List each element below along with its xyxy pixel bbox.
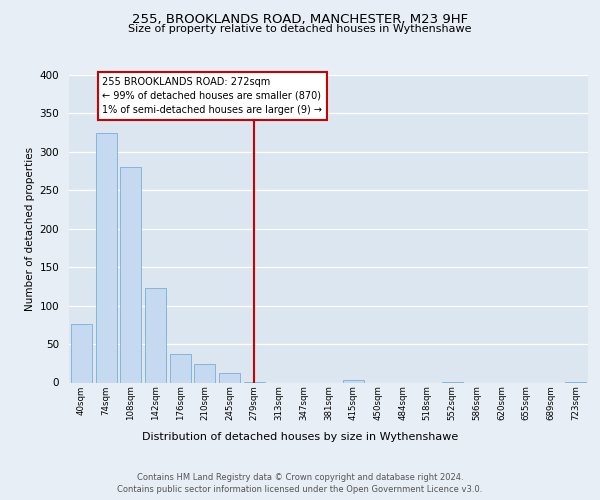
Bar bbox=[219, 372, 240, 382]
Text: 255, BROOKLANDS ROAD, MANCHESTER, M23 9HF: 255, BROOKLANDS ROAD, MANCHESTER, M23 9H… bbox=[132, 12, 468, 26]
Bar bbox=[194, 364, 215, 382]
Text: Contains HM Land Registry data © Crown copyright and database right 2024.: Contains HM Land Registry data © Crown c… bbox=[137, 472, 463, 482]
Text: Contains public sector information licensed under the Open Government Licence v3: Contains public sector information licen… bbox=[118, 485, 482, 494]
Text: Distribution of detached houses by size in Wythenshawe: Distribution of detached houses by size … bbox=[142, 432, 458, 442]
Bar bbox=[170, 354, 191, 382]
Bar bbox=[343, 380, 364, 382]
Bar bbox=[120, 167, 141, 382]
Bar bbox=[71, 324, 92, 382]
Text: 255 BROOKLANDS ROAD: 272sqm
← 99% of detached houses are smaller (870)
1% of sem: 255 BROOKLANDS ROAD: 272sqm ← 99% of det… bbox=[103, 76, 322, 116]
Y-axis label: Number of detached properties: Number of detached properties bbox=[25, 146, 35, 311]
Text: Size of property relative to detached houses in Wythenshawe: Size of property relative to detached ho… bbox=[128, 24, 472, 34]
Bar bbox=[95, 132, 116, 382]
Bar bbox=[145, 288, 166, 382]
